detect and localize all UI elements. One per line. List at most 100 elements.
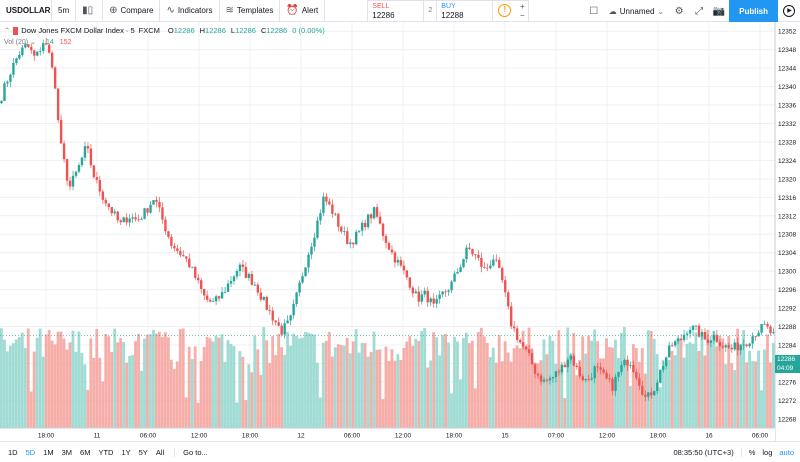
- candle: [602, 369, 605, 373]
- expand-button[interactable]: ⤢: [689, 0, 709, 22]
- low-value: L12286: [231, 26, 256, 35]
- candle: [501, 267, 504, 281]
- chart-pane[interactable]: 12352 12348 12344 12340 12336 12332 12328 12324…: [0, 22, 800, 462]
- volume-bar: [342, 345, 346, 428]
- range-5d[interactable]: 5D: [25, 447, 36, 457]
- percent-scale-toggle[interactable]: %: [748, 448, 756, 457]
- auto-scale-toggle[interactable]: auto: [779, 448, 794, 457]
- volume-ma-value: 152: [59, 39, 72, 46]
- price-axis-label: 12296: [778, 287, 796, 294]
- candle: [104, 199, 108, 204]
- candle: [405, 270, 409, 278]
- increment-button[interactable]: +: [519, 1, 525, 11]
- bar-countdown-tag: 04:09: [775, 364, 800, 373]
- fullscreen-toggle-button[interactable]: ☐: [584, 0, 604, 22]
- log-scale-toggle[interactable]: log: [762, 448, 773, 457]
- snapshot-button[interactable]: 📷: [709, 0, 729, 22]
- volume-bar: [357, 352, 361, 428]
- candle: [256, 284, 260, 293]
- price-chart[interactable]: 12352 12348 12344 12340 12336 12332 12328 12324…: [0, 22, 800, 441]
- volume-bar: [769, 362, 772, 428]
- candle: [387, 243, 391, 250]
- candle: [665, 357, 668, 367]
- clock-display[interactable]: 08:35:50 (UTC+3): [673, 448, 742, 457]
- volume-bar: [339, 345, 343, 428]
- volume-bar: [494, 362, 498, 428]
- time-axis-label: 06:00: [752, 433, 769, 440]
- buy-button[interactable]: BUY 12288: [437, 1, 492, 21]
- range-5y[interactable]: 5Y: [138, 447, 148, 457]
- volume-bar: [92, 357, 96, 428]
- templates-button[interactable]: ≋ Templates: [220, 0, 281, 22]
- publish-button[interactable]: Publish: [729, 0, 778, 22]
- symbol-search[interactable]: USDOLLAR: [0, 0, 52, 22]
- decrement-button[interactable]: −: [519, 10, 525, 20]
- quantity-stepper[interactable]: + −: [516, 1, 528, 21]
- volume-bar: [211, 341, 215, 428]
- volume-bar: [77, 331, 81, 428]
- volume-bar: [301, 337, 304, 428]
- candle: [492, 259, 495, 266]
- volume-bar: [763, 349, 766, 428]
- candle: [349, 242, 352, 244]
- candle: [706, 339, 710, 343]
- candle: [742, 344, 745, 346]
- open-value: O12286: [168, 26, 195, 35]
- volume-bar: [417, 341, 421, 428]
- candle: [36, 51, 39, 56]
- candle: [322, 196, 325, 214]
- series-title[interactable]: Dow Jones FXCM Dollar Index · 5: [21, 26, 135, 35]
- goto-button[interactable]: Go to...: [174, 447, 208, 457]
- candle: [110, 207, 113, 214]
- range-1y[interactable]: 1Y: [121, 447, 131, 457]
- candle: [721, 346, 725, 348]
- range-1m[interactable]: 1M: [43, 447, 54, 457]
- candle: [486, 267, 489, 269]
- interval-button[interactable]: 5m: [52, 0, 77, 22]
- candle: [191, 266, 194, 268]
- bar-style-button[interactable]: ▮▯: [76, 0, 104, 22]
- indicators-button[interactable]: ∿ Indicators: [160, 0, 220, 22]
- range-3m[interactable]: 3M: [61, 447, 73, 457]
- candle: [611, 378, 614, 391]
- candle: [241, 264, 245, 267]
- layout-menu-button[interactable]: ☁ Unnamed ⌄: [604, 0, 669, 22]
- volume-bar: [479, 327, 483, 428]
- range-1d[interactable]: 1D: [8, 447, 18, 457]
- volume-bar: [605, 338, 608, 428]
- candle: [575, 365, 578, 367]
- volume-bar: [751, 361, 754, 428]
- collapse-icon[interactable]: ⌃: [4, 26, 11, 35]
- candle: [119, 220, 122, 223]
- candle: [122, 217, 125, 223]
- candle: [444, 291, 447, 293]
- settings-button[interactable]: ⚙: [669, 0, 689, 22]
- candle: [301, 276, 304, 283]
- volume-bar: [283, 354, 287, 428]
- sell-button[interactable]: SELL 12286: [368, 1, 423, 21]
- compare-button[interactable]: ⊕ Compare: [103, 0, 161, 22]
- range-6m[interactable]: 6M: [80, 447, 91, 457]
- volume-bar: [661, 359, 665, 428]
- chevron-down-icon: ⌄: [30, 39, 36, 46]
- volume-bar: [259, 374, 263, 428]
- volume-label[interactable]: Vol (20): [4, 39, 29, 46]
- volume-bar: [527, 327, 531, 428]
- candle: [137, 219, 140, 221]
- flag-icon[interactable]: [13, 26, 19, 35]
- candle: [217, 296, 221, 299]
- replay-button[interactable]: ▶: [778, 0, 800, 22]
- candle: [656, 382, 659, 391]
- candle: [80, 157, 84, 166]
- quantity-warning-button[interactable]: !: [492, 0, 516, 21]
- candle: [232, 276, 236, 282]
- volume-bar: [116, 342, 120, 428]
- volume-bar: [649, 331, 653, 428]
- range-all[interactable]: All: [155, 447, 165, 457]
- range-ytd[interactable]: YTD: [98, 447, 114, 457]
- volume-bar: [214, 335, 218, 428]
- alert-button[interactable]: ⏰ Alert: [280, 0, 326, 22]
- price-axis-label: 12332: [778, 121, 796, 128]
- volume-bar: [268, 363, 272, 428]
- volume-bar: [122, 342, 126, 428]
